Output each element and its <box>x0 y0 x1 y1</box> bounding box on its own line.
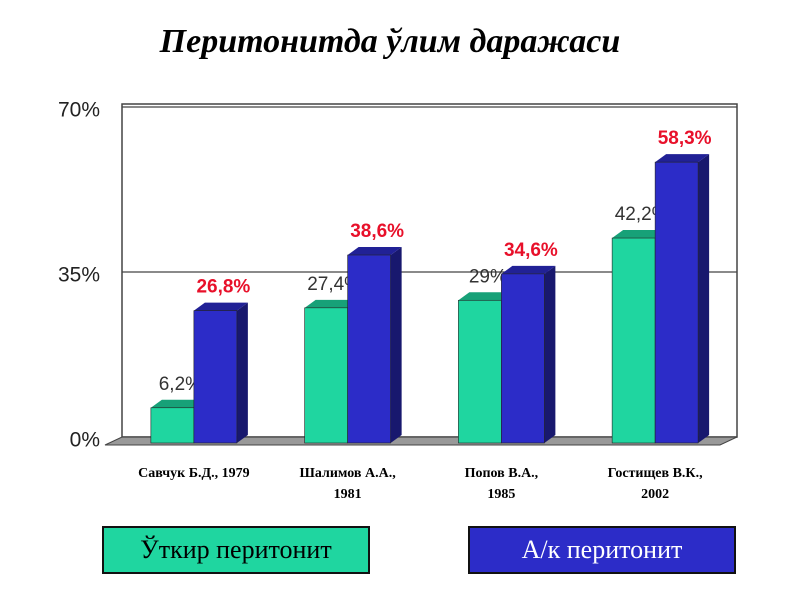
bar-top <box>150 399 205 408</box>
value-label: 29% <box>469 266 507 287</box>
bar-side <box>390 247 402 443</box>
chart-title: Перитонитда ўлим даражаси <box>159 23 621 60</box>
value-label: 6,2% <box>159 374 202 395</box>
y-tick-label: 35% <box>58 264 100 287</box>
legend-box <box>468 526 736 574</box>
x-tick-label: Шалимов А.А., <box>300 466 396 481</box>
bar-front <box>611 237 656 444</box>
bar <box>501 265 556 444</box>
bar-top <box>655 154 710 163</box>
value-label: 34,6% <box>504 240 558 261</box>
bar-side <box>236 302 248 443</box>
x-tick-label: 2002 <box>641 487 669 502</box>
legend-label: А/к перитонит <box>522 535 683 564</box>
bar-front <box>150 407 195 444</box>
legend-label: Ўткир перитонит <box>140 535 331 564</box>
bar-front <box>304 307 348 444</box>
x-tick-label: Гостищев В.К., <box>608 466 703 481</box>
bar-top <box>501 265 556 274</box>
bar-side <box>698 154 710 443</box>
bar-top <box>304 299 359 308</box>
bar <box>347 247 402 444</box>
bar-front <box>193 310 238 444</box>
x-tick-label: 1981 <box>334 487 362 502</box>
legend-box <box>102 526 370 574</box>
bar-top <box>612 230 667 239</box>
y-tick-label: 0% <box>70 429 100 452</box>
value-label: 58,3% <box>658 128 712 149</box>
y-tick-label: 70% <box>58 99 100 122</box>
value-label: 26,8% <box>196 277 250 298</box>
bar-front <box>458 299 502 444</box>
x-tick-label: 1985 <box>487 487 515 502</box>
bar-front <box>654 161 699 444</box>
bar-front <box>501 273 545 444</box>
x-tick-label: Попов В.А., <box>465 466 539 481</box>
bar <box>193 302 248 444</box>
bar-front <box>347 254 391 444</box>
bar <box>654 154 710 444</box>
bar-side <box>544 265 556 443</box>
bar-top <box>347 247 402 256</box>
x-tick-label: Савчук Б.Д., 1979 <box>138 466 250 481</box>
legend-item: Ўткир перитонит <box>102 526 370 574</box>
legend-item: А/к перитонит <box>468 526 736 574</box>
bar-top <box>458 292 513 301</box>
bar-top <box>193 302 248 311</box>
value-label: 38,6% <box>350 221 404 242</box>
